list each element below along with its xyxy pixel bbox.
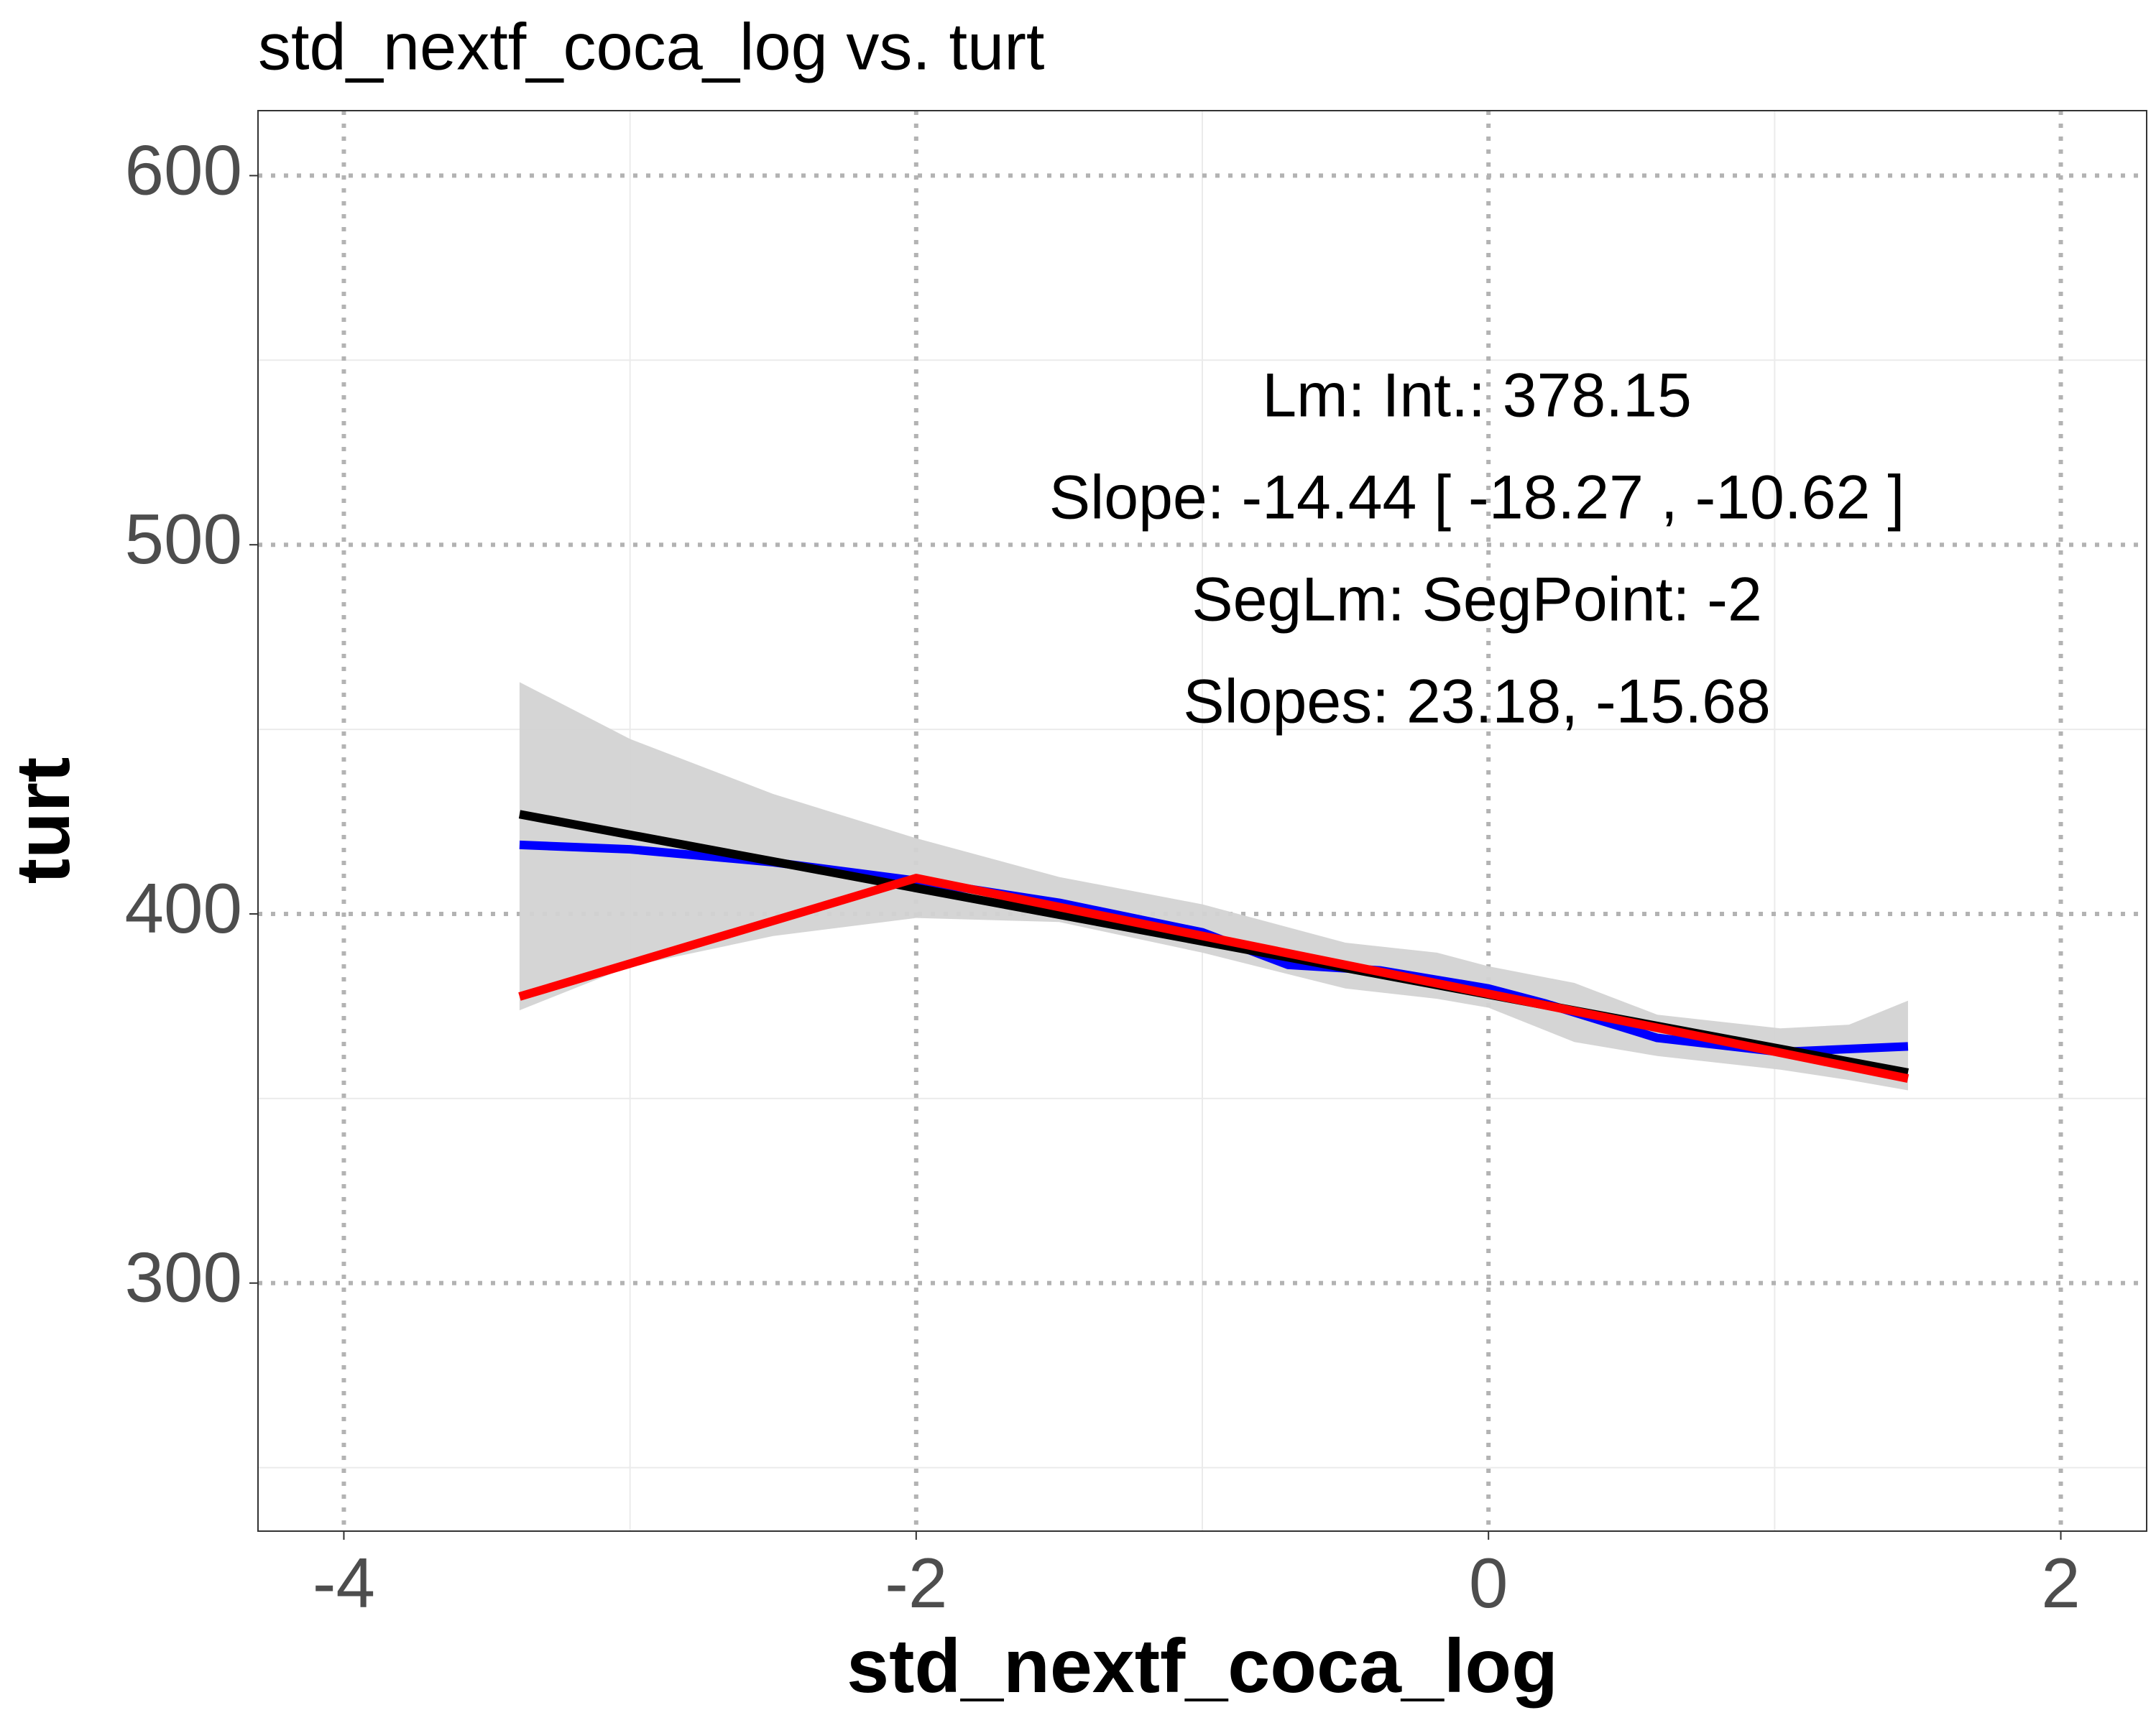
y-tick-label: 500 bbox=[124, 499, 242, 578]
x-tick-label: 2 bbox=[2041, 1543, 2081, 1622]
plot-border bbox=[257, 110, 2147, 1532]
y-tick-label: 300 bbox=[124, 1238, 242, 1317]
y-tick-label: 600 bbox=[124, 130, 242, 209]
y-axis-label: turt bbox=[1, 757, 86, 884]
annotation: SegLm: SegPoint: -2 bbox=[1192, 565, 1762, 634]
annotation: Lm: Int.: 378.15 bbox=[1262, 361, 1692, 430]
x-axis-label: std_nextf_coca_log bbox=[847, 1624, 1558, 1709]
confidence-band bbox=[519, 682, 1908, 1091]
annotation: Slope: -14.44 [ -18.27 , -10.62 ] bbox=[1049, 463, 1904, 532]
line bbox=[518, 874, 1909, 1083]
chart-title: std_nextf_coca_log vs. turt bbox=[258, 10, 1044, 83]
annotation: Slopes: 23.18, -15.68 bbox=[1183, 667, 1771, 736]
x-tick-label: 0 bbox=[1469, 1543, 1508, 1622]
x-tick-label: -2 bbox=[885, 1543, 947, 1622]
x-tick-label: -4 bbox=[313, 1543, 375, 1622]
y-tick-label: 400 bbox=[124, 869, 242, 948]
